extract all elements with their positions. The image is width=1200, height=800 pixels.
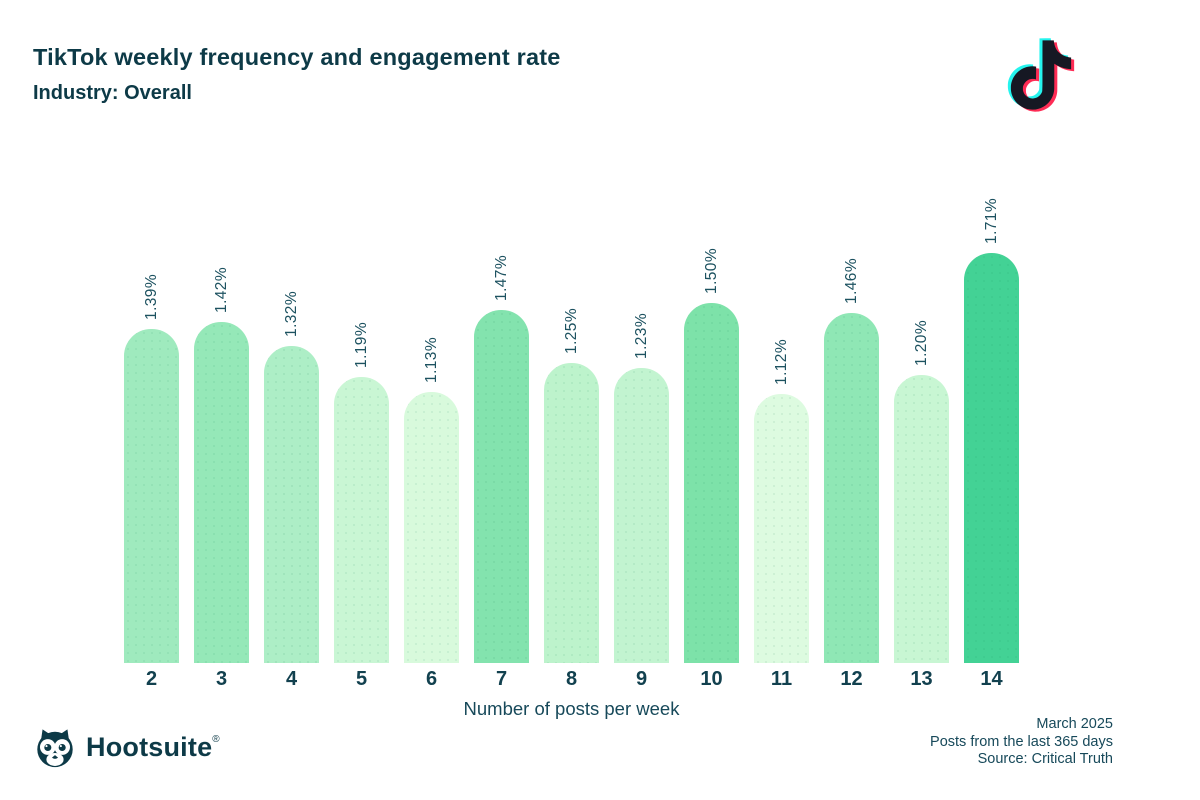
bar-value-label: 1.47% [492, 255, 510, 301]
bar-column-2: 1.39% [124, 274, 179, 663]
bar-value-label: 1.12% [772, 339, 790, 385]
footer-meta-line: Posts from the last 365 days [930, 733, 1113, 750]
bar [194, 322, 249, 663]
bar-value-label: 1.13% [422, 337, 440, 383]
footer-meta-line: Source: Critical Truth [977, 751, 1113, 767]
x-tick-label: 4 [285, 668, 298, 690]
x-tick-label: 11 [770, 668, 793, 690]
bar-value-label: 1.39% [142, 274, 160, 320]
bar-value-label: 1.71% [982, 198, 1000, 244]
bar-column-4: 1.32% [264, 291, 319, 663]
bar [964, 253, 1019, 663]
bar-value-label: 1.46% [842, 258, 860, 304]
bar [544, 363, 599, 663]
bar-column-6: 1.13% [404, 337, 459, 663]
x-tick-label: 3 [215, 668, 228, 690]
bar-value-label: 1.32% [282, 291, 300, 337]
bar [824, 313, 879, 663]
bar-value-label: 1.23% [632, 313, 650, 359]
bar-column-9: 1.23% [614, 313, 669, 663]
x-tick-label: 7 [495, 668, 508, 690]
x-tick-label: 2 [145, 668, 158, 690]
bar-value-label: 1.25% [562, 308, 580, 354]
bar-column-8: 1.25% [544, 308, 599, 663]
bar [124, 329, 179, 663]
bar [334, 377, 389, 663]
bar-value-label: 1.42% [212, 267, 230, 313]
bar-column-10: 1.50% [684, 248, 739, 663]
bar-chart: 1.39% 1.42% 1.32% 1.19% 1.13% 1.47% 1.25% 1.23%… [124, 190, 1019, 663]
page-title: TikTok weekly frequency and engagement r… [33, 44, 561, 70]
bar [894, 375, 949, 663]
footer-meta-line: March 2025 [1036, 716, 1113, 732]
bar [404, 392, 459, 663]
bar-column-13: 1.20% [894, 320, 949, 663]
bar [684, 303, 739, 663]
bar-column-7: 1.47% [474, 255, 529, 663]
bar-column-12: 1.46% [824, 258, 879, 663]
page-subtitle: Industry: Overall [33, 82, 192, 104]
hootsuite-logo: Hootsuite® [33, 727, 220, 768]
bar-value-label: 1.19% [352, 322, 370, 368]
bar [264, 346, 319, 663]
bar [474, 310, 529, 663]
source-attribution: March 2025 Posts from the last 365 days So… [930, 716, 1113, 769]
x-tick-label: 13 [910, 668, 933, 690]
bar [754, 394, 809, 663]
x-tick-label: 9 [635, 668, 648, 690]
x-tick-label: 10 [700, 668, 723, 690]
x-tick-label: 12 [840, 668, 863, 690]
hootsuite-owl-icon [37, 729, 73, 768]
header: TikTok weekly frequency and engagement r… [33, 44, 561, 105]
registered-mark: ® [212, 734, 220, 745]
bar-column-5: 1.19% [334, 322, 389, 663]
tiktok-icon [1007, 38, 1075, 112]
x-axis-title: Number of posts per week [463, 698, 680, 719]
bar-column-3: 1.42% [194, 267, 249, 663]
bar-column-14: 1.71% [964, 198, 1019, 663]
x-tick-label: 6 [425, 668, 438, 690]
x-tick-label: 8 [565, 668, 578, 690]
x-tick-label: 5 [355, 668, 368, 690]
bar-value-label: 1.20% [912, 320, 930, 366]
hootsuite-wordmark: Hootsuite® [86, 732, 220, 762]
x-axis-ticks: 2 3 4 5 6 7 8 9 10 11 12 13 14 [124, 668, 1019, 691]
bar [614, 368, 669, 663]
bar-column-11: 1.12% [754, 339, 809, 663]
x-tick-label: 14 [980, 668, 1003, 690]
bar-value-label: 1.50% [702, 248, 720, 294]
